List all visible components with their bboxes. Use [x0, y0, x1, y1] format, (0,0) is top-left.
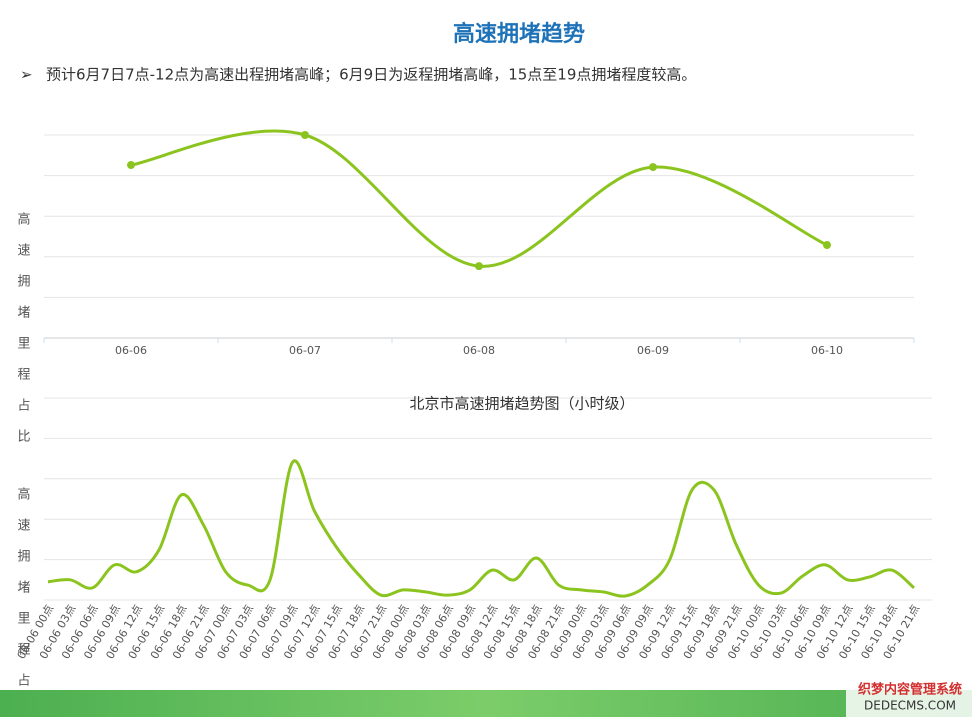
point: [475, 262, 483, 271]
x-tick-label: 06-10: [811, 344, 843, 357]
series-line: [47, 459, 915, 598]
watermark: 织梦内容管理系统: [858, 682, 962, 698]
chart-title: 北京市高速拥堵趋势图（小时级）: [409, 395, 634, 413]
bullet: ➢: [20, 66, 33, 84]
series-line: [130, 129, 828, 268]
point: [823, 241, 831, 250]
watermark-bg: [846, 680, 972, 717]
y-axis-label: 高速拥堵里程占比: [15, 211, 31, 460]
x-tick-label: 06-06: [115, 344, 147, 357]
watermark: DEDECMS.COM: [864, 699, 956, 713]
x-tick-label: 06-09: [637, 344, 669, 357]
x-tick-label: 06-07: [289, 344, 321, 357]
point: [127, 161, 135, 170]
footer-bar: [0, 690, 972, 717]
note: 预计6月7日7点-12点为高速出程拥堵高峰；6月9日为返程拥堵高峰，15点至19…: [46, 66, 696, 84]
point: [649, 163, 657, 172]
point: [301, 131, 309, 139]
y-axis-label: 高速拥堵里程占比: [15, 486, 31, 717]
x-tick-label: 06-08: [463, 344, 495, 357]
page-title: 高速拥堵趋势: [453, 21, 585, 47]
